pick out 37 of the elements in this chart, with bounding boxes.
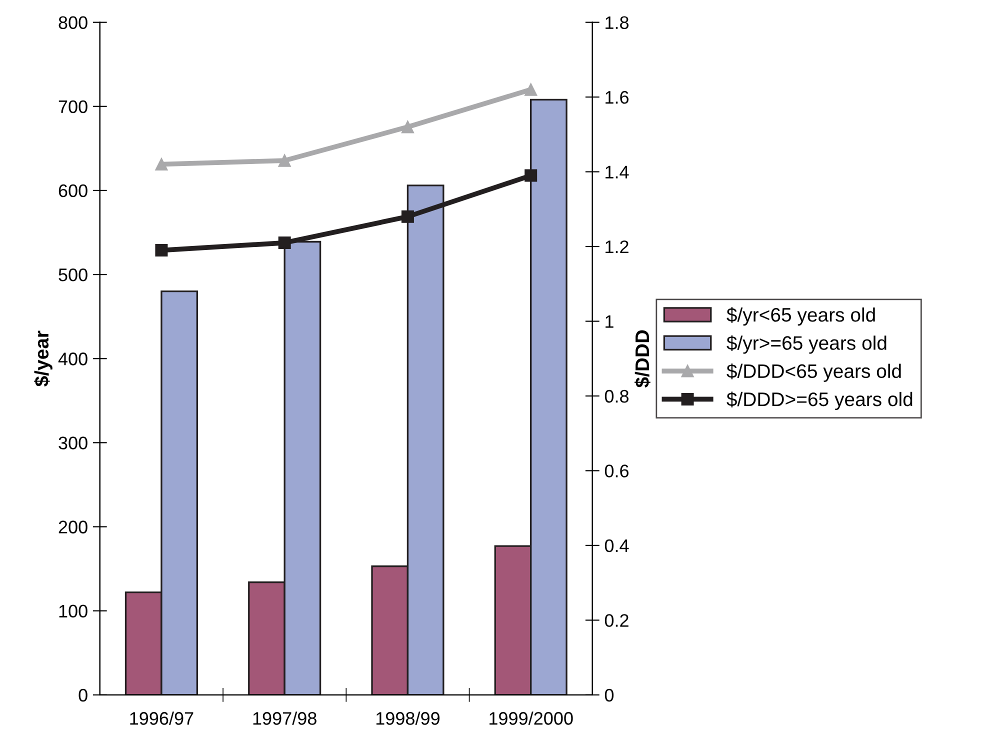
y-tick-label: 800 bbox=[58, 16, 88, 30]
y2-tick-label: 1 bbox=[606, 315, 614, 328]
y2-tick-label: 0 bbox=[604, 688, 614, 702]
y2-tick-label: 1.4 bbox=[606, 166, 629, 178]
point bbox=[278, 154, 291, 167]
point bbox=[278, 236, 291, 250]
y-tick-label: 700 bbox=[58, 100, 88, 114]
y2-axis-title: $/DDD bbox=[634, 330, 650, 388]
y2-tick-label: 1.2 bbox=[606, 240, 628, 254]
x-tick-label: 1998/99 bbox=[376, 712, 440, 725]
y-axis-title: $/year bbox=[34, 330, 52, 386]
y2-tick-label: 0.2 bbox=[604, 614, 628, 627]
point bbox=[524, 169, 538, 182]
y2-tick-label: 0.8 bbox=[604, 390, 629, 403]
point bbox=[155, 244, 168, 256]
y-tick-label: 200 bbox=[58, 520, 88, 534]
legend-label: $/yr<65 years old bbox=[726, 307, 875, 326]
y-tick-label: 400 bbox=[58, 352, 88, 366]
legend-label: $/DDD<65 years old bbox=[726, 363, 901, 382]
y2-tick-label: 0.6 bbox=[604, 464, 629, 478]
y-tick-label: 0 bbox=[78, 688, 88, 702]
y2-tick-label: 1.8 bbox=[606, 16, 629, 30]
x-tick-label: 1999/2000 bbox=[490, 712, 573, 725]
x-tick-label: 1996/97 bbox=[130, 712, 194, 725]
y-tick-label: 300 bbox=[58, 436, 88, 450]
point bbox=[401, 120, 414, 134]
legend-label: $/yr>=65 years old bbox=[726, 335, 886, 354]
x-tick-label: 1997/98 bbox=[253, 712, 316, 725]
point bbox=[401, 210, 414, 223]
y2-tick-label: 0.4 bbox=[604, 539, 629, 552]
y2-tick-label: 1.6 bbox=[606, 90, 629, 104]
y-tick-label: 600 bbox=[58, 184, 88, 198]
legend-label: $/DDD>=65 years old bbox=[726, 392, 912, 410]
point bbox=[155, 158, 168, 171]
point bbox=[524, 83, 538, 96]
y-tick-label: 100 bbox=[59, 604, 88, 618]
y-tick-label: 500 bbox=[58, 268, 88, 282]
